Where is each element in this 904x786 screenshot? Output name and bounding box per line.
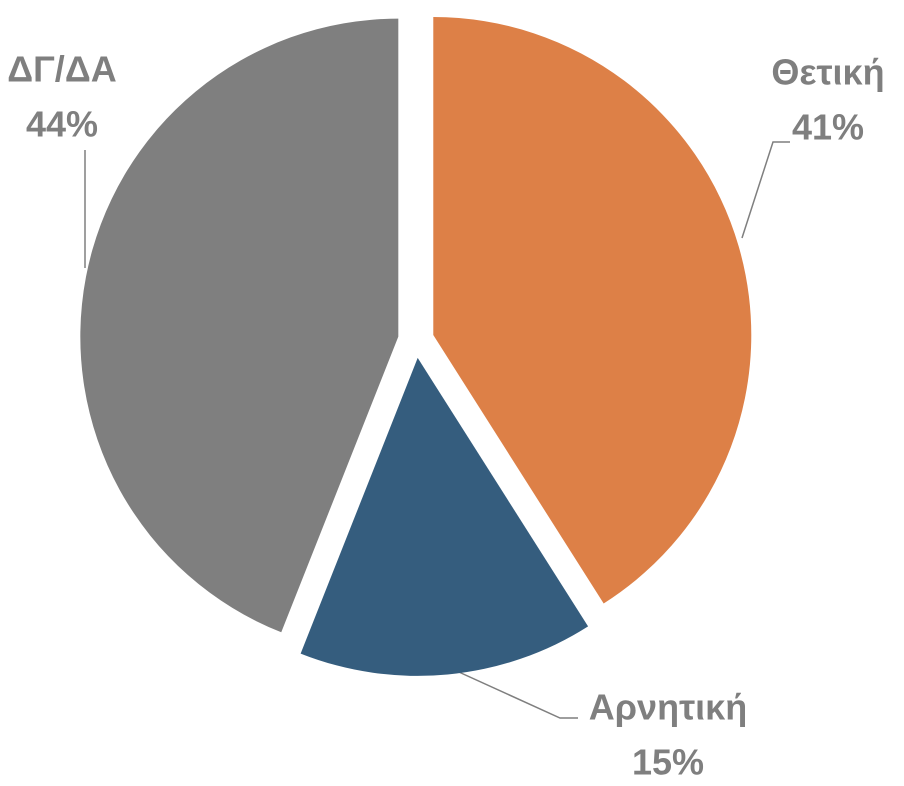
category-label: ΔΓ/ΔΑ: [7, 49, 116, 90]
pie-slice: [80, 18, 399, 633]
pie-slice: [433, 16, 752, 604]
category-label: Θετική: [771, 52, 884, 93]
value-label: 44%: [26, 104, 98, 145]
value-label: 41%: [792, 107, 864, 148]
leader-line: [449, 667, 578, 719]
category-label: Αρνητική: [589, 687, 747, 728]
pie-slice: [300, 357, 589, 676]
value-label: 15%: [632, 742, 704, 783]
leader-line: [741, 141, 790, 239]
